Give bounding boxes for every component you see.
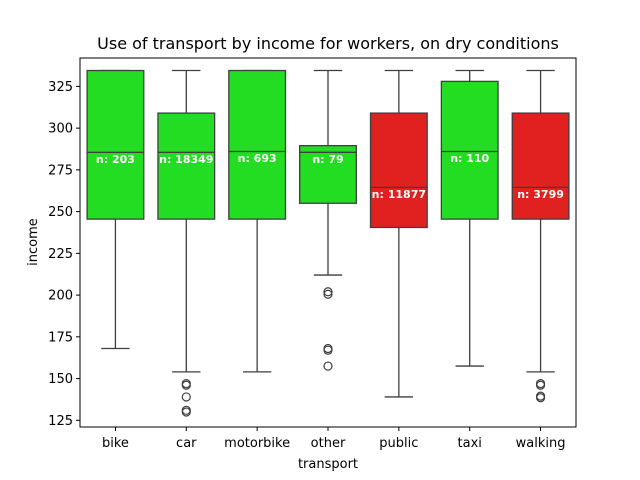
box-other: n: 79 xyxy=(299,69,357,371)
y-tick-label: 200 xyxy=(48,289,73,304)
y-axis-label: income xyxy=(26,218,41,266)
n-count-label: n: 18349 xyxy=(159,153,213,166)
y-tick-label: 225 xyxy=(48,247,73,262)
outlier-point xyxy=(323,361,333,371)
box-body xyxy=(86,69,145,220)
outlier-point xyxy=(181,380,191,390)
outlier-point xyxy=(323,287,333,297)
n-count-label: n: 693 xyxy=(238,152,277,165)
box-bike: n: 203 xyxy=(86,69,145,350)
box-body xyxy=(511,112,570,220)
x-axis-label: transport xyxy=(298,457,358,472)
box-body xyxy=(228,69,287,220)
plot-area: n: 203 n: 18349 n: 693 n: 79 n: 11877 n: 110 n… xyxy=(86,69,570,417)
outlier-point xyxy=(535,380,546,390)
box-taxi: n: 110 xyxy=(440,69,499,367)
n-count-label: n: 110 xyxy=(450,152,489,165)
box-car: n: 18349 xyxy=(157,69,216,417)
x-tick-label: bike xyxy=(102,436,129,451)
x-tick-label: walking xyxy=(516,436,566,451)
box-motorbike: n: 693 xyxy=(228,69,287,373)
y-tick-label: 125 xyxy=(48,414,73,429)
n-count-label: n: 11877 xyxy=(372,188,426,201)
y-tick-label: 275 xyxy=(48,163,73,178)
n-count-label: n: 79 xyxy=(312,153,343,166)
y-axis: 125 150 175 200 225 250 275 300 325 xyxy=(48,80,80,429)
n-count-label: n: 3799 xyxy=(517,188,564,201)
n-count-label: n: 203 xyxy=(96,153,135,166)
outlier-point xyxy=(181,392,191,402)
box-body xyxy=(157,112,216,220)
x-tick-label: car xyxy=(176,436,197,451)
outlier-point xyxy=(535,393,546,403)
outlier-point xyxy=(323,289,333,299)
box-body xyxy=(369,112,428,229)
y-tick-label: 250 xyxy=(48,205,73,220)
plot-frame xyxy=(79,57,577,428)
x-tick-label: other xyxy=(311,436,346,451)
box-public: n: 11877 xyxy=(369,69,428,398)
outlier-point xyxy=(323,345,333,355)
box-body xyxy=(299,145,357,204)
x-tick-label: public xyxy=(379,436,418,451)
box-walking: n: 3799 xyxy=(511,69,570,403)
y-tick-label: 175 xyxy=(48,330,73,345)
y-tick-label: 300 xyxy=(48,122,73,137)
outlier-point xyxy=(181,407,191,417)
x-axis: bike car motorbike other public taxi walking xyxy=(102,427,566,451)
chart-title: Use of transport by income for workers, … xyxy=(97,34,559,53)
y-tick-label: 150 xyxy=(48,372,73,387)
x-tick-label: motorbike xyxy=(224,436,290,451)
y-tick-label: 325 xyxy=(48,80,73,95)
box-body xyxy=(440,80,499,220)
x-tick-label: taxi xyxy=(458,436,482,451)
